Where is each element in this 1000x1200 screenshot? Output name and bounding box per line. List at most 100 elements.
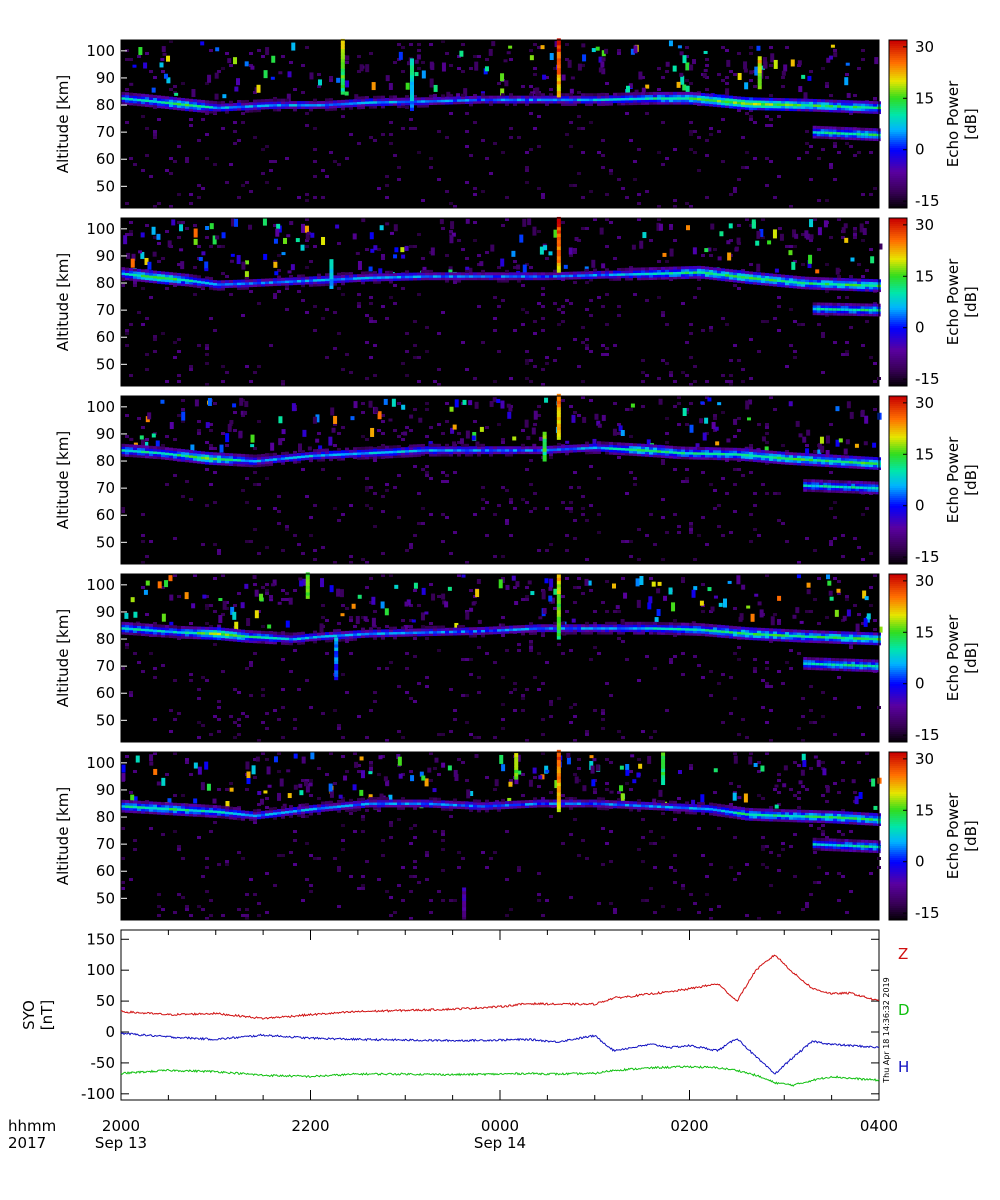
noise-cell xyxy=(565,549,569,552)
colorbar-step xyxy=(889,282,907,285)
layer-cell xyxy=(197,450,201,454)
echo-cell xyxy=(129,437,134,441)
echo-cell xyxy=(152,251,157,257)
noise-cell xyxy=(637,148,641,151)
colorbar-step xyxy=(889,152,907,155)
layer-cell xyxy=(789,280,793,284)
noise-cell xyxy=(589,399,593,402)
layer-cell xyxy=(349,99,353,103)
colorbar-step xyxy=(889,192,907,195)
layer-cell xyxy=(585,441,589,445)
layer-cell xyxy=(609,95,613,99)
noise-cell xyxy=(709,483,713,486)
noise-cell xyxy=(853,227,857,230)
noise-cell xyxy=(529,459,533,462)
layer-cell xyxy=(201,283,205,287)
layer-cell xyxy=(685,96,689,100)
layer-cell xyxy=(685,91,689,95)
noise-cell xyxy=(717,525,721,528)
layer-cell xyxy=(645,451,649,455)
layer-cell xyxy=(129,451,133,455)
layer-cell xyxy=(145,101,149,105)
noise-cell xyxy=(313,549,317,552)
noise-cell xyxy=(557,308,561,311)
noise-cell xyxy=(685,411,689,414)
layer-cell xyxy=(149,99,153,103)
noise-cell xyxy=(169,205,173,208)
layer-cell xyxy=(369,446,373,450)
layer-cell xyxy=(855,485,860,489)
noise-cell xyxy=(825,314,829,317)
echo-cell xyxy=(823,220,828,228)
noise-cell xyxy=(761,236,765,239)
layer-cell xyxy=(473,98,477,102)
layer-cell xyxy=(489,451,493,455)
layer-cell xyxy=(125,97,129,101)
noise-cell xyxy=(373,447,377,450)
noise-cell xyxy=(701,516,705,519)
echo-cell xyxy=(591,259,596,268)
colorbar-step xyxy=(889,544,907,547)
spike-cell xyxy=(556,93,561,98)
layer-cell xyxy=(597,93,601,97)
layer-cell xyxy=(841,278,845,282)
noise-cell xyxy=(641,380,645,383)
layer-cell xyxy=(861,281,865,285)
layer-cell xyxy=(373,98,377,102)
layer-cell xyxy=(831,487,836,491)
layer-cell xyxy=(828,302,833,306)
layer-cell xyxy=(801,108,805,112)
noise-cell xyxy=(333,423,337,426)
layer-cell xyxy=(217,103,221,107)
layer-cell xyxy=(819,484,824,488)
layer-cell xyxy=(253,102,257,106)
noise-cell xyxy=(465,145,469,148)
echo-cell xyxy=(751,219,756,229)
layer-cell xyxy=(729,455,733,459)
noise-cell xyxy=(477,263,481,266)
spike-cell xyxy=(556,262,561,267)
layer-cell xyxy=(321,456,325,460)
echo-cell xyxy=(577,63,582,71)
layer-cell xyxy=(669,94,673,98)
noise-cell xyxy=(685,46,689,49)
spike-cell xyxy=(757,72,762,77)
layer-cell xyxy=(689,454,693,458)
layer-cell xyxy=(597,270,601,274)
layer-cell xyxy=(553,272,557,276)
noise-cell xyxy=(749,263,753,266)
noise-cell xyxy=(529,359,533,362)
layer-cell xyxy=(813,106,817,110)
layer-cell xyxy=(205,461,209,465)
layer-cell xyxy=(657,96,661,100)
layer-cell xyxy=(815,484,820,488)
layer-cell xyxy=(537,446,541,450)
layer-cell xyxy=(577,444,581,448)
layer-cell xyxy=(872,306,877,310)
layer-cell xyxy=(873,466,877,470)
layer-cell xyxy=(797,100,801,104)
layer-cell xyxy=(361,276,365,280)
layer-cell xyxy=(377,455,381,459)
echo-cell xyxy=(686,225,691,231)
echo-cell xyxy=(598,67,603,73)
layer-cell xyxy=(209,100,213,104)
layer-cell xyxy=(753,97,757,101)
spike-cell xyxy=(409,87,414,92)
noise-cell xyxy=(781,444,785,447)
layer-cell xyxy=(765,452,769,456)
layer-cell xyxy=(765,100,769,104)
noise-cell xyxy=(845,350,849,353)
noise-cell xyxy=(337,287,341,290)
noise-cell xyxy=(141,534,145,537)
layer-cell xyxy=(869,286,873,290)
colorbar-step xyxy=(889,252,907,255)
layer-cell xyxy=(589,93,593,97)
echo-cell xyxy=(743,61,748,70)
noise-cell xyxy=(381,552,385,555)
layer-cell xyxy=(549,95,553,99)
layer-cell xyxy=(509,272,513,276)
layer-cell xyxy=(812,133,817,137)
colorbar-frame xyxy=(888,217,908,387)
noise-cell xyxy=(701,329,705,332)
